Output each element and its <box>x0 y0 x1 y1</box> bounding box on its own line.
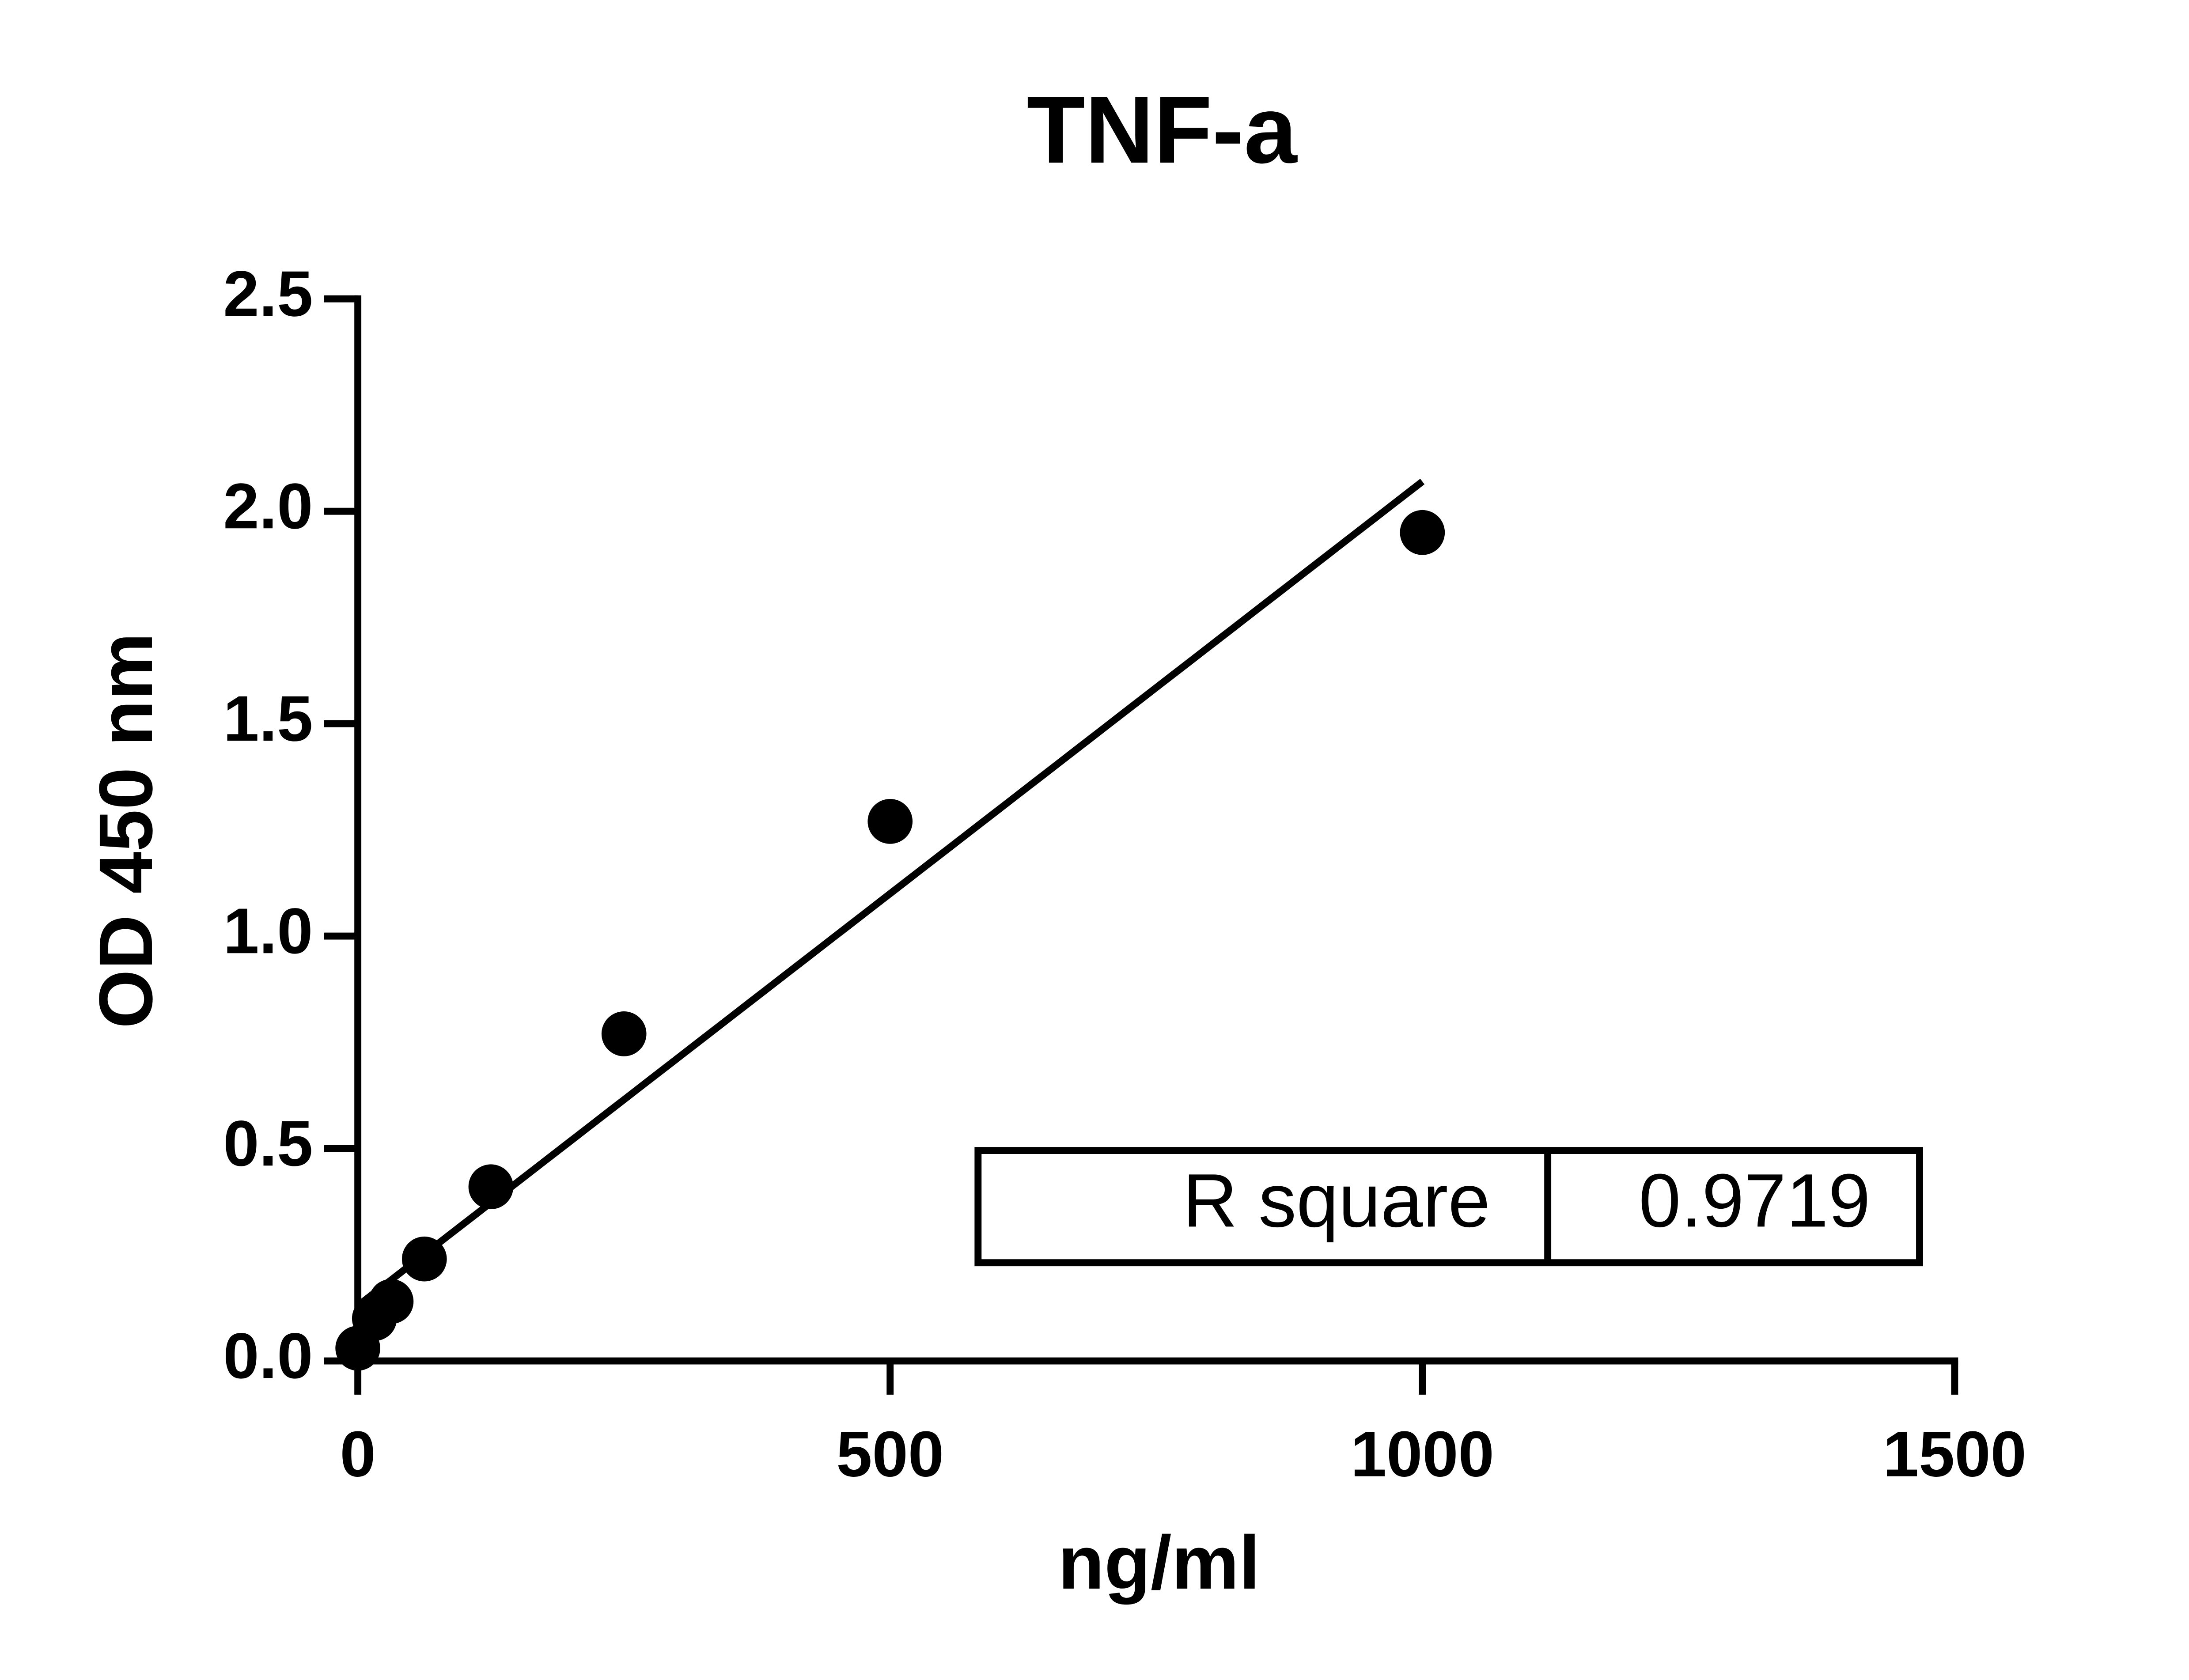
y-tick-label: 1.5 <box>223 682 313 754</box>
y-tick-label: 2.5 <box>223 257 313 329</box>
data-point <box>401 1236 447 1282</box>
x-tick-label: 1500 <box>1883 1418 2026 1490</box>
x-tick-label: 1000 <box>1351 1418 1494 1490</box>
data-point <box>1400 510 1445 555</box>
data-point <box>468 1164 514 1210</box>
r-square-box: R square 0.9719 <box>974 1147 1923 1267</box>
x-axis-title: ng/ml <box>1058 1521 1260 1605</box>
y-tick-label: 0.0 <box>223 1320 313 1392</box>
data-point <box>867 799 913 844</box>
y-tick-label: 0.5 <box>223 1107 313 1179</box>
data-point <box>368 1279 414 1324</box>
x-tick-label: 500 <box>836 1418 944 1490</box>
fit-line <box>356 479 1425 1309</box>
r-square-label: R square <box>1183 1158 1490 1243</box>
r-square-value: 0.9719 <box>1639 1158 1871 1243</box>
data-point <box>601 1011 647 1056</box>
box-frame <box>974 1147 1923 1267</box>
y-tick-label: 2.0 <box>223 470 313 542</box>
y-tick-label: 1.0 <box>223 895 313 967</box>
x-tick-label: 0 <box>340 1418 375 1490</box>
chart-title: TNF-a <box>1026 76 1298 183</box>
y-axis-title: OD 450 nm <box>84 633 168 1029</box>
